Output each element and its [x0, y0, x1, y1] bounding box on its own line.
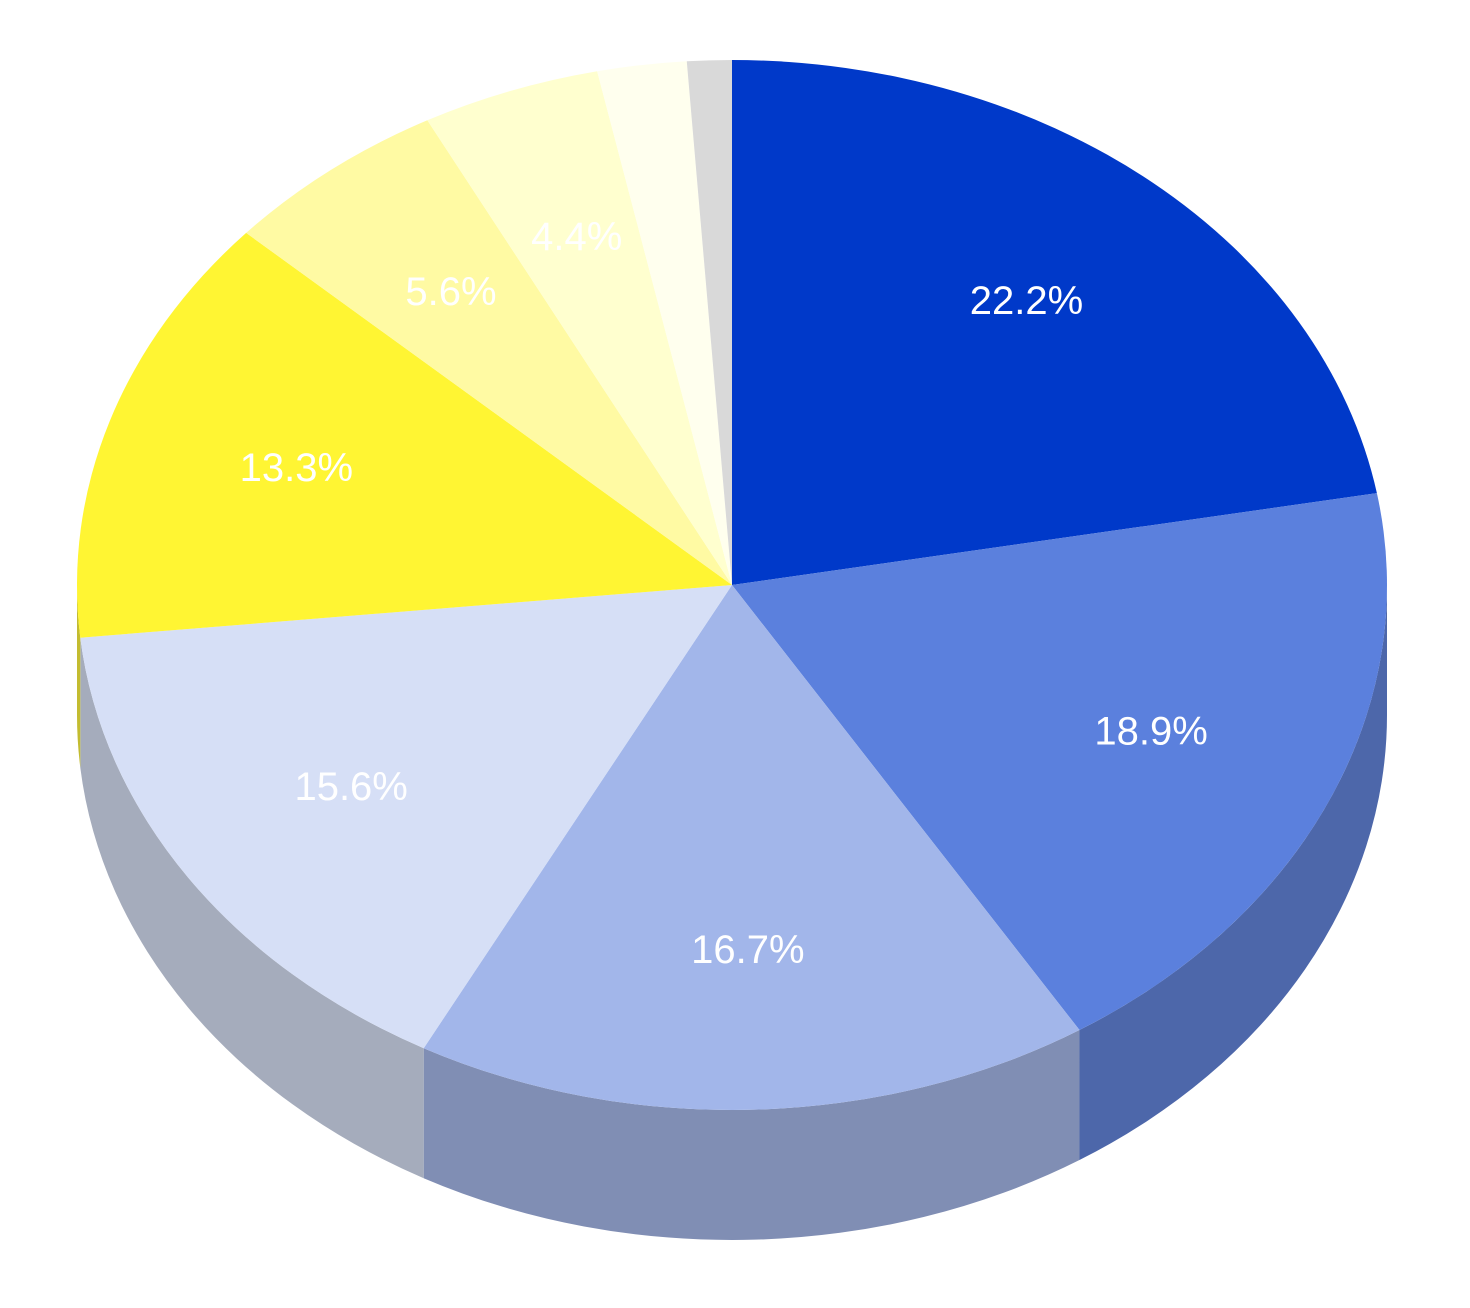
data-label: 4.4% — [531, 215, 622, 259]
slice — [427, 71, 732, 586]
slice-side — [80, 637, 424, 1179]
slice — [80, 585, 733, 1049]
slice — [77, 232, 732, 638]
slice-side — [423, 1030, 1080, 1240]
slice — [732, 493, 1387, 1031]
slice — [686, 60, 732, 585]
slice-side — [77, 585, 81, 768]
data-label: 22.2% — [970, 279, 1083, 323]
slice — [246, 120, 733, 585]
slice — [597, 61, 732, 586]
data-label: 16.7% — [691, 928, 804, 972]
data-label: 15.6% — [294, 765, 407, 809]
slice — [732, 60, 1377, 585]
slice — [423, 585, 1080, 1111]
data-label: 5.6% — [405, 270, 496, 314]
data-label: 13.3% — [240, 446, 353, 490]
data-label: 18.9% — [1094, 710, 1207, 754]
slice-side — [1079, 585, 1387, 1161]
